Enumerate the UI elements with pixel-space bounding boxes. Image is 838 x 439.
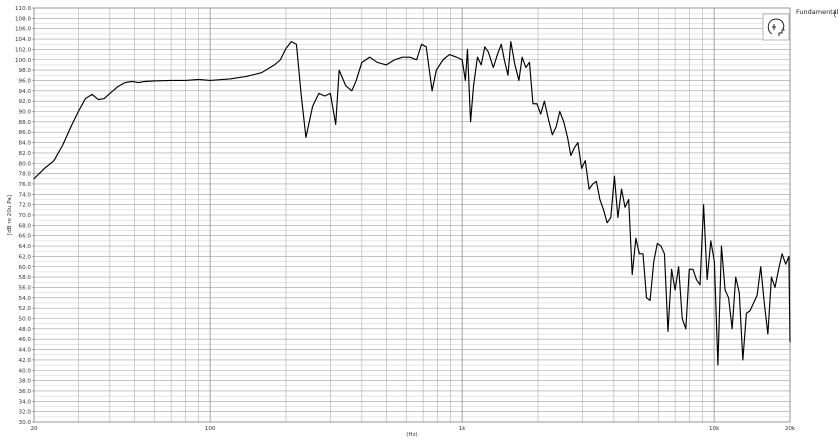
y-tick-label: 88.0 (19, 120, 32, 126)
y-axis-title: [dB re 20u Pa] (7, 195, 13, 235)
x-tick-label: 20k (785, 426, 796, 432)
logo-badge (762, 13, 790, 41)
y-tick-label: 54.0 (19, 296, 32, 302)
y-tick-label: 40.0 (19, 368, 32, 374)
y-tick-label: 102.0 (15, 47, 31, 53)
y-tick-label: 48.0 (19, 327, 32, 333)
y-tick-label: 52.0 (19, 306, 32, 312)
y-tick-label: 46.0 (19, 337, 32, 343)
series-layer (33, 41, 791, 366)
y-tick-label: 62.0 (19, 254, 32, 260)
head-icon (767, 18, 785, 36)
y-tick-label: 98.0 (19, 68, 32, 74)
y-axis-ticks: 30.0 32.0 34.0 36.0 38.0 40.0 42.0 44.0 46.0 48.0… (15, 6, 34, 426)
y-tick-label: 78.0 (19, 172, 32, 178)
y-tick-label: 44.0 (19, 348, 32, 354)
y-tick-label: 104.0 (15, 37, 31, 43)
y-tick-label: 92.0 (19, 99, 32, 105)
y-tick-label: 36.0 (19, 389, 32, 395)
y-tick-label: 108.0 (15, 16, 31, 22)
y-tick-label: 58.0 (19, 275, 32, 281)
series-line-0 (33, 41, 791, 366)
y-tick-label: 86.0 (19, 130, 32, 136)
y-tick-label: 72.0 (19, 203, 32, 209)
x-tick-label: 100 (205, 426, 216, 432)
y-tick-label: 30.0 (19, 420, 32, 426)
y-tick-label: 60.0 (19, 265, 32, 271)
legend: Fundamental (796, 8, 838, 18)
y-tick-label: 42.0 (19, 358, 32, 364)
x-tick-label: 20 (30, 426, 38, 432)
y-tick-label: 90.0 (19, 110, 32, 116)
y-tick-label: 50.0 (19, 317, 32, 323)
y-tick-label: 84.0 (19, 141, 32, 147)
y-tick-label: 82.0 (19, 151, 32, 157)
legend-item-icon (834, 9, 837, 18)
y-tick-label: 34.0 (19, 399, 32, 405)
y-tick-label: 80.0 (19, 161, 32, 167)
y-tick-label: 94.0 (19, 89, 32, 95)
x-axis-ticks: 20 100 1k 10k 20k (30, 426, 796, 432)
y-tick-label: 74.0 (19, 192, 32, 198)
x-axis-title: (Hz) (406, 432, 418, 438)
y-tick-label: 64.0 (19, 244, 32, 250)
y-tick-label: 70.0 (19, 213, 32, 219)
y-tick-label: 110.0 (15, 6, 31, 12)
x-tick-label: 1k (459, 426, 467, 432)
y-tick-label: 68.0 (19, 223, 32, 229)
minor-gridlines (33, 8, 791, 422)
x-tick-label: 10k (709, 426, 720, 432)
legend-entry-fundamental: Fundamental (796, 8, 838, 16)
y-tick-label: 56.0 (19, 285, 32, 291)
y-tick-label: 100.0 (15, 58, 31, 64)
y-tick-label: 66.0 (19, 234, 32, 240)
y-tick-label: 96.0 (19, 78, 32, 84)
y-tick-label: 32.0 (19, 410, 32, 416)
y-tick-label: 38.0 (19, 379, 32, 385)
major-gridlines (34, 7, 790, 423)
y-tick-label: 106.0 (15, 27, 31, 33)
y-tick-label: 76.0 (19, 182, 32, 188)
